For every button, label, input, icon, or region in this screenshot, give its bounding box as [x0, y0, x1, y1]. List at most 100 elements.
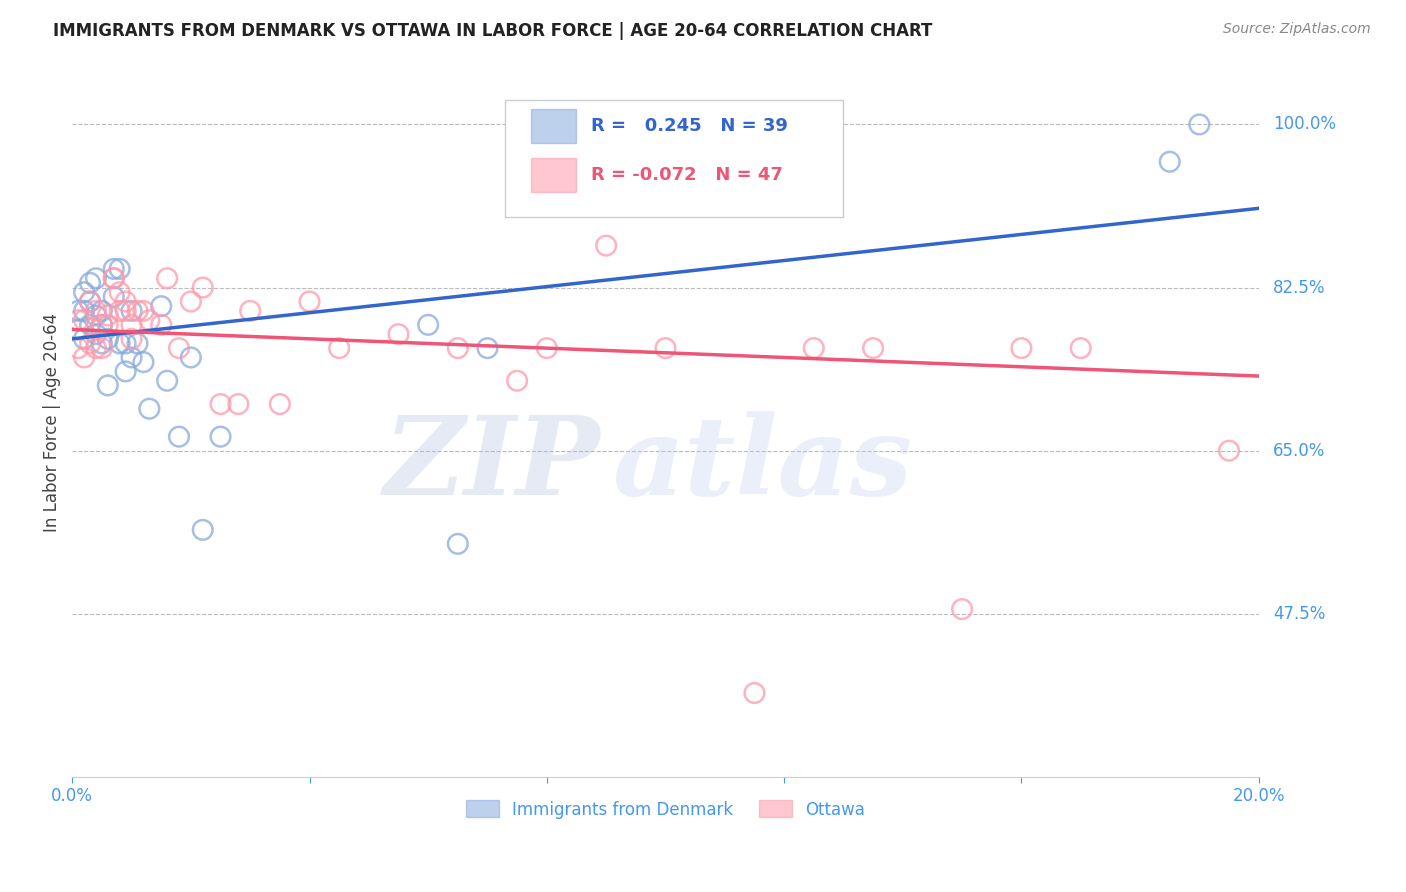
- Point: [90, 303, 112, 318]
- Point: [167, 341, 190, 355]
- Point: [114, 364, 136, 378]
- Point: [167, 430, 190, 444]
- Text: R =   0.245   N = 39: R = 0.245 N = 39: [591, 118, 787, 136]
- Point: [67, 313, 90, 327]
- Point: [862, 341, 884, 355]
- Point: [79, 294, 101, 309]
- FancyBboxPatch shape: [531, 158, 576, 192]
- Point: [950, 602, 973, 616]
- Point: [156, 271, 179, 285]
- Point: [67, 303, 90, 318]
- Point: [73, 313, 96, 327]
- Point: [180, 351, 202, 365]
- Point: [73, 351, 96, 365]
- Point: [67, 322, 90, 336]
- Legend: Immigrants from Denmark, Ottawa: Immigrants from Denmark, Ottawa: [460, 794, 872, 825]
- Point: [1159, 154, 1181, 169]
- Point: [103, 261, 125, 276]
- Point: [114, 294, 136, 309]
- Point: [1070, 341, 1092, 355]
- FancyBboxPatch shape: [531, 110, 576, 144]
- Point: [803, 341, 825, 355]
- Point: [84, 341, 107, 355]
- Point: [90, 341, 112, 355]
- Point: [150, 299, 173, 313]
- FancyBboxPatch shape: [505, 101, 844, 218]
- Point: [79, 336, 101, 351]
- Point: [108, 285, 131, 300]
- Point: [269, 397, 291, 411]
- Text: 100.0%: 100.0%: [1272, 115, 1336, 134]
- Point: [84, 271, 107, 285]
- Point: [73, 303, 96, 318]
- Point: [79, 294, 101, 309]
- Point: [209, 397, 232, 411]
- Point: [1188, 118, 1211, 132]
- Point: [298, 294, 321, 309]
- Point: [239, 303, 262, 318]
- Point: [1010, 341, 1032, 355]
- Point: [624, 173, 647, 187]
- Point: [97, 318, 120, 332]
- Point: [103, 271, 125, 285]
- Point: [97, 378, 120, 392]
- Point: [150, 318, 173, 332]
- Point: [121, 351, 143, 365]
- Point: [387, 327, 409, 342]
- Point: [477, 341, 499, 355]
- Point: [114, 336, 136, 351]
- Y-axis label: In Labor Force | Age 20-64: In Labor Force | Age 20-64: [44, 313, 60, 533]
- Point: [418, 318, 440, 332]
- Point: [447, 341, 470, 355]
- Point: [536, 341, 558, 355]
- Point: [114, 303, 136, 318]
- Point: [90, 336, 112, 351]
- Point: [103, 290, 125, 304]
- Point: [138, 313, 160, 327]
- Point: [654, 341, 676, 355]
- Text: R = -0.072   N = 47: R = -0.072 N = 47: [591, 166, 783, 184]
- Point: [138, 401, 160, 416]
- Point: [132, 303, 155, 318]
- Point: [127, 303, 149, 318]
- Point: [191, 280, 214, 294]
- Point: [73, 332, 96, 346]
- Point: [595, 238, 617, 252]
- Point: [90, 318, 112, 332]
- Text: 82.5%: 82.5%: [1272, 278, 1326, 296]
- Point: [209, 430, 232, 444]
- Point: [506, 374, 529, 388]
- Point: [73, 285, 96, 300]
- Text: ZIP: ZIP: [384, 411, 600, 519]
- Point: [97, 332, 120, 346]
- Point: [121, 303, 143, 318]
- Point: [191, 523, 214, 537]
- Point: [180, 294, 202, 309]
- Point: [744, 686, 766, 700]
- Text: atlas: atlas: [612, 411, 912, 519]
- Point: [84, 309, 107, 323]
- Point: [90, 318, 112, 332]
- Point: [328, 341, 350, 355]
- Text: 47.5%: 47.5%: [1272, 605, 1326, 623]
- Point: [132, 355, 155, 369]
- Point: [121, 318, 143, 332]
- Point: [228, 397, 250, 411]
- Text: IMMIGRANTS FROM DENMARK VS OTTAWA IN LABOR FORCE | AGE 20-64 CORRELATION CHART: IMMIGRANTS FROM DENMARK VS OTTAWA IN LAB…: [53, 22, 932, 40]
- Point: [108, 261, 131, 276]
- Point: [447, 537, 470, 551]
- Point: [121, 332, 143, 346]
- Point: [1218, 443, 1240, 458]
- Point: [108, 336, 131, 351]
- Point: [97, 309, 120, 323]
- Point: [84, 303, 107, 318]
- Text: 65.0%: 65.0%: [1272, 442, 1326, 459]
- Point: [108, 303, 131, 318]
- Point: [127, 336, 149, 351]
- Point: [79, 318, 101, 332]
- Point: [67, 341, 90, 355]
- Point: [156, 374, 179, 388]
- Point: [79, 276, 101, 290]
- Point: [84, 327, 107, 342]
- Text: Source: ZipAtlas.com: Source: ZipAtlas.com: [1223, 22, 1371, 37]
